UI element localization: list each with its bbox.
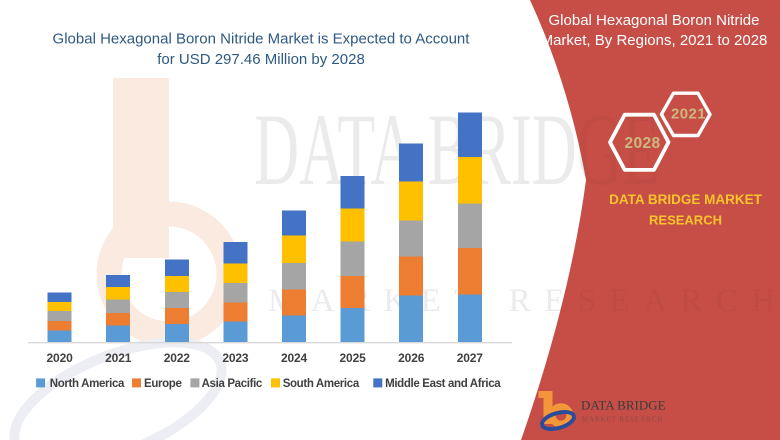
svg-text:DATA BRIDGE MARKET: DATA BRIDGE MARKET bbox=[609, 192, 762, 207]
svg-text:2027: 2027 bbox=[457, 351, 484, 365]
svg-text:RESEARCH: RESEARCH bbox=[649, 213, 722, 228]
svg-text:Asia Pacific: Asia Pacific bbox=[202, 378, 263, 390]
svg-text:2023: 2023 bbox=[222, 351, 249, 365]
svg-text:South America: South America bbox=[283, 378, 360, 390]
svg-text:2021: 2021 bbox=[105, 351, 132, 365]
svg-text:2021: 2021 bbox=[671, 105, 706, 122]
svg-text:2026: 2026 bbox=[398, 351, 425, 365]
svg-text:MARKET RESEARCH: MARKET RESEARCH bbox=[582, 415, 663, 423]
svg-text:for USD 297.46 Million by 2028: for USD 297.46 Million by 2028 bbox=[157, 51, 365, 68]
svg-text:2025: 2025 bbox=[340, 351, 367, 365]
svg-text:Global Hexagonal Boron Nitride: Global Hexagonal Boron Nitride bbox=[549, 12, 760, 29]
svg-text:North America: North America bbox=[50, 378, 125, 390]
svg-text:2024: 2024 bbox=[281, 351, 308, 365]
svg-text:Market, By Regions, 2021 to 20: Market, By Regions, 2021 to 2028 bbox=[541, 32, 768, 49]
svg-text:2028: 2028 bbox=[624, 135, 660, 152]
svg-text:2020: 2020 bbox=[47, 351, 74, 365]
svg-text:Global Hexagonal Boron Nitride: Global Hexagonal Boron Nitride Market is… bbox=[53, 31, 471, 48]
svg-text:Europe: Europe bbox=[144, 378, 182, 390]
svg-text:DATA BRIDGE: DATA BRIDGE bbox=[581, 398, 666, 413]
svg-text:Middle East and Africa: Middle East and Africa bbox=[385, 378, 501, 390]
svg-text:2022: 2022 bbox=[164, 351, 191, 365]
